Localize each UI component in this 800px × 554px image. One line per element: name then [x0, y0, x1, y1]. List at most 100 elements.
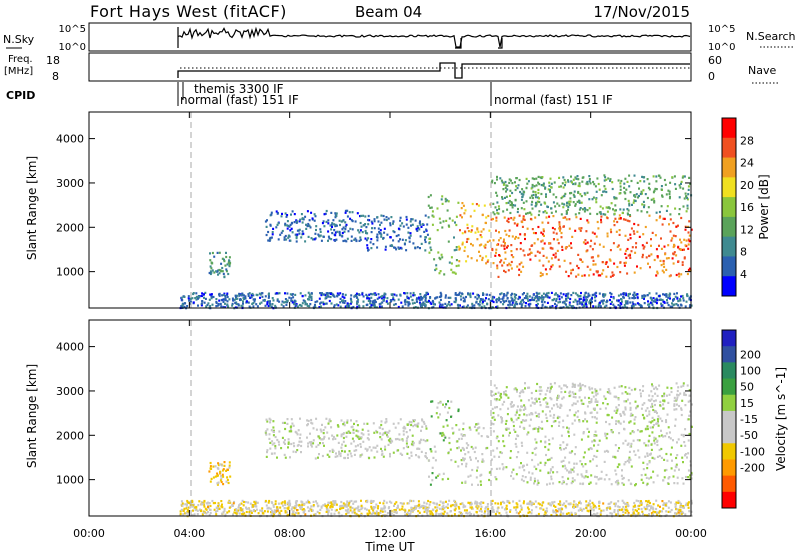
- power-cell: [572, 300, 575, 303]
- velocity-cell: [292, 442, 295, 445]
- power-cell: [266, 301, 269, 304]
- power-cell: [486, 302, 489, 305]
- power-cell: [656, 256, 659, 259]
- power-cell: [564, 184, 566, 187]
- velocity-cell: [521, 466, 524, 469]
- velocity-cell: [386, 431, 388, 434]
- velocity-cell: [545, 514, 548, 517]
- power-cell: [407, 296, 410, 299]
- velocity-cell: [206, 511, 209, 514]
- velocity-cell: [422, 438, 425, 442]
- velocity-cell: [659, 510, 661, 513]
- velocity-cell: [577, 509, 580, 512]
- power-cell: [473, 209, 476, 212]
- power-cell: [586, 180, 589, 184]
- velocity-cell: [427, 510, 430, 513]
- power-cell: [429, 194, 432, 197]
- power-cell: [367, 223, 370, 226]
- power-cell: [582, 299, 585, 302]
- power-colorbar-tick: 8: [740, 246, 747, 259]
- power-cell: [328, 292, 331, 295]
- velocity-cell: [270, 429, 273, 432]
- velocity-cell: [610, 512, 613, 515]
- velocity-cell: [546, 419, 549, 423]
- power-cell: [465, 305, 468, 308]
- velocity-cell: [348, 450, 351, 453]
- power-cell: [688, 220, 691, 223]
- power-cell: [398, 247, 401, 250]
- power-cell: [552, 231, 555, 234]
- velocity-cell: [511, 471, 513, 474]
- velocity-cell: [527, 511, 530, 514]
- power-cell: [508, 181, 511, 184]
- power-cell: [668, 190, 671, 193]
- power-cell: [679, 298, 681, 301]
- velocity-cell: [644, 428, 647, 431]
- power-data: [179, 174, 693, 310]
- power-cell: [480, 230, 483, 233]
- power-cell: [682, 299, 685, 302]
- power-cell: [609, 179, 611, 182]
- velocity-cell: [673, 404, 676, 407]
- velocity-cell: [329, 420, 332, 423]
- power-cell: [284, 234, 287, 238]
- power-cell: [306, 303, 308, 306]
- power-cell: [660, 264, 663, 267]
- power-cell: [293, 221, 296, 224]
- velocity-cell: [386, 434, 388, 437]
- velocity-cell: [354, 445, 357, 448]
- power-cell: [420, 242, 423, 245]
- velocity-cell: [321, 438, 324, 441]
- velocity-cell: [526, 506, 529, 509]
- velocity-cell: [664, 503, 667, 506]
- power-cell: [549, 246, 552, 249]
- velocity-cell: [458, 507, 461, 510]
- velocity-cell: [345, 503, 348, 506]
- power-cell: [665, 293, 668, 296]
- velocity-cell: [347, 508, 350, 511]
- velocity-cell: [662, 507, 665, 510]
- velocity-cell: [261, 512, 264, 515]
- velocity-cell: [544, 393, 547, 396]
- velocity-cell: [568, 461, 571, 464]
- power-cell: [397, 246, 400, 249]
- power-cell: [602, 269, 605, 272]
- velocity-cell: [603, 450, 606, 453]
- velocity-cell: [350, 419, 352, 422]
- power-cell: [252, 302, 255, 305]
- velocity-cell: [495, 510, 498, 513]
- velocity-cell: [682, 435, 685, 438]
- power-colorbar-swatch: [722, 118, 736, 139]
- power-cell: [619, 185, 622, 188]
- power-cell: [302, 299, 305, 302]
- power-cell: [570, 175, 572, 178]
- power-cell: [643, 204, 646, 207]
- velocity-cell: [216, 482, 219, 485]
- power-cell: [287, 224, 290, 227]
- velocity-cell: [459, 511, 462, 514]
- velocity-cell: [587, 435, 590, 438]
- power-cell: [289, 229, 292, 232]
- power-cell: [510, 179, 512, 182]
- velocity-cell: [679, 509, 682, 512]
- velocity-cell: [549, 468, 552, 471]
- power-cell: [534, 205, 537, 208]
- velocity-cell: [615, 422, 617, 425]
- power-cell: [404, 303, 407, 306]
- velocity-cell: [534, 453, 537, 456]
- power-cell: [261, 295, 264, 298]
- power-cell: [441, 303, 444, 306]
- velocity-cell: [304, 513, 307, 516]
- power-cell: [386, 297, 389, 300]
- power-cell: [351, 211, 354, 214]
- power-cell: [496, 201, 499, 204]
- velocity-cell: [307, 499, 310, 502]
- power-cell: [234, 294, 237, 297]
- velocity-cell: [491, 407, 494, 410]
- velocity-cell: [537, 512, 540, 516]
- velocity-cell: [463, 457, 466, 460]
- power-cell: [549, 189, 551, 192]
- velocity-cell: [568, 471, 570, 474]
- velocity-cell: [338, 450, 340, 453]
- velocity-cell: [335, 503, 338, 506]
